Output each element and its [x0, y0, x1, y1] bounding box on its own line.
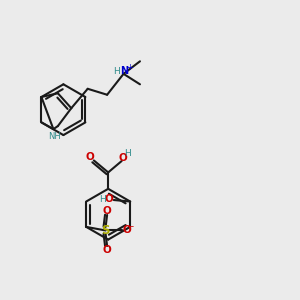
Text: O: O: [105, 194, 114, 204]
Text: O: O: [123, 226, 131, 236]
Text: −: −: [126, 221, 134, 230]
Text: N: N: [120, 67, 128, 76]
Text: O: O: [118, 153, 127, 164]
Text: O: O: [103, 206, 112, 216]
Text: S: S: [101, 224, 110, 237]
Text: NH: NH: [49, 132, 61, 141]
Text: O: O: [85, 152, 94, 163]
Text: H: H: [114, 67, 120, 76]
Text: O: O: [103, 245, 112, 255]
Text: H: H: [99, 195, 106, 204]
Text: H: H: [124, 149, 130, 158]
Text: +: +: [126, 63, 133, 72]
